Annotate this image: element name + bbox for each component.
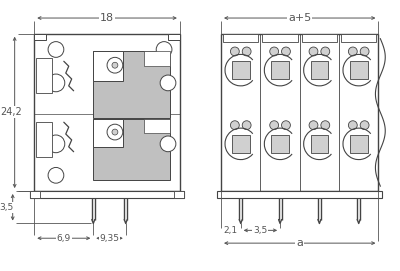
Bar [271, 61, 289, 79]
Circle shape [242, 121, 251, 130]
Circle shape [156, 42, 172, 57]
Bar [310, 61, 328, 79]
Circle shape [112, 62, 118, 68]
Circle shape [348, 47, 357, 56]
Bar [93, 51, 170, 118]
Bar [217, 191, 382, 198]
Circle shape [112, 129, 118, 135]
Circle shape [107, 57, 123, 73]
Text: 3,5: 3,5 [0, 203, 14, 212]
Circle shape [270, 47, 278, 56]
Circle shape [107, 124, 123, 140]
Bar [232, 61, 250, 79]
Circle shape [282, 121, 290, 130]
Circle shape [160, 136, 176, 152]
Bar [341, 34, 376, 42]
Circle shape [282, 47, 290, 56]
Bar [144, 119, 170, 133]
Bar [36, 122, 52, 157]
Circle shape [270, 121, 278, 130]
Bar [174, 191, 184, 198]
Circle shape [360, 47, 369, 56]
Circle shape [348, 121, 357, 130]
Circle shape [230, 121, 239, 130]
Text: 2,1: 2,1 [224, 226, 238, 235]
Circle shape [321, 121, 330, 130]
Bar [36, 58, 52, 93]
Bar [350, 135, 368, 153]
Bar [30, 191, 40, 198]
Text: a: a [296, 238, 303, 248]
Bar [168, 34, 180, 40]
Circle shape [309, 47, 318, 56]
Bar [262, 34, 298, 42]
Circle shape [160, 75, 176, 91]
Text: 6,9: 6,9 [57, 234, 71, 243]
Bar [302, 34, 337, 42]
Bar [34, 34, 46, 40]
Text: a+5: a+5 [288, 13, 311, 23]
Bar [93, 119, 170, 180]
Circle shape [47, 74, 65, 92]
Circle shape [321, 47, 330, 56]
Circle shape [309, 121, 318, 130]
Bar [223, 34, 258, 42]
Circle shape [230, 47, 239, 56]
Text: 3,5: 3,5 [253, 226, 268, 235]
Bar [144, 51, 170, 66]
Circle shape [48, 167, 64, 183]
Text: 24,2: 24,2 [0, 107, 22, 117]
Bar [271, 135, 289, 153]
Circle shape [48, 42, 64, 57]
Bar [34, 34, 180, 191]
Bar [30, 191, 184, 198]
Circle shape [360, 121, 369, 130]
Circle shape [47, 135, 65, 153]
Bar [350, 61, 368, 79]
Circle shape [242, 47, 251, 56]
Text: 9,35: 9,35 [100, 234, 120, 243]
Bar [93, 51, 123, 81]
Text: 18: 18 [100, 13, 114, 23]
Bar [232, 135, 250, 153]
Bar [221, 34, 378, 191]
Bar [93, 119, 123, 147]
Bar [310, 135, 328, 153]
